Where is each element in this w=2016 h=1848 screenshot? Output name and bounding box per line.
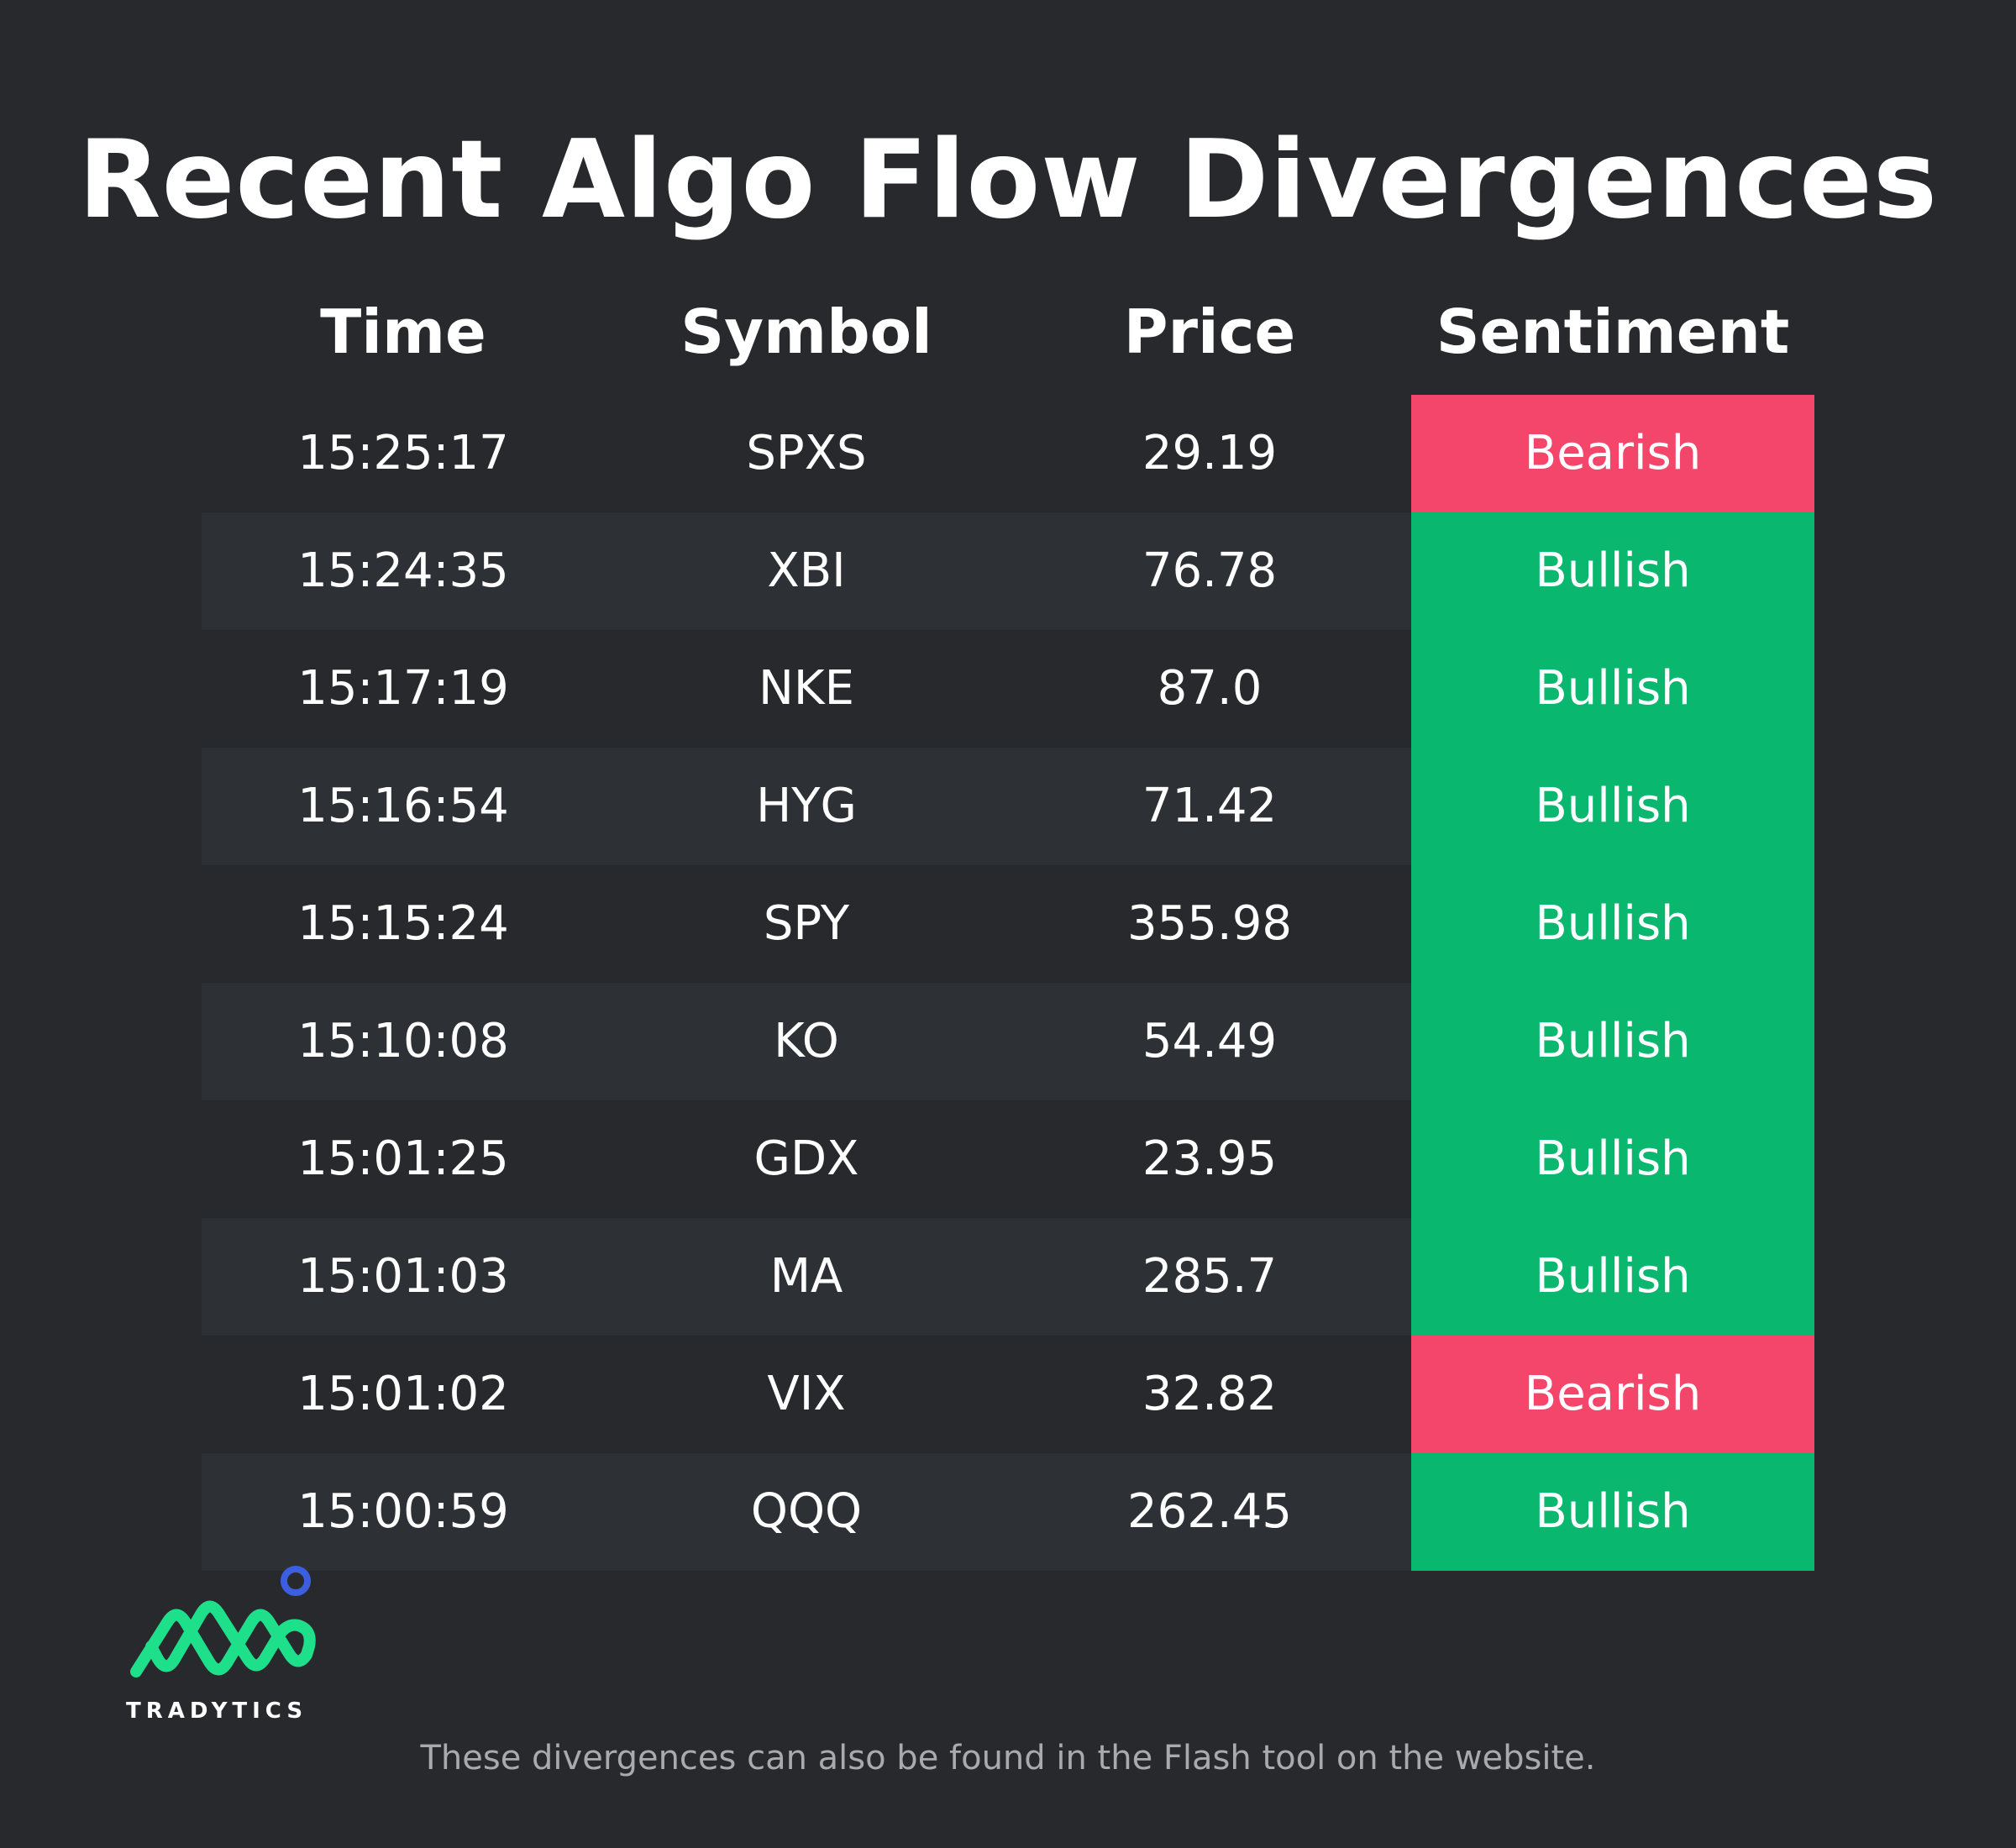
- price-cell: 32.82: [1142, 1367, 1278, 1421]
- sentiment-badge: Bullish: [1411, 1100, 1814, 1218]
- symbol-cell: NKE: [759, 661, 854, 716]
- time-cell: 15:00:59: [297, 1484, 509, 1539]
- symbol-cell: XBI: [767, 543, 846, 598]
- table-row: 15:01:03 MA 285.7 Bullish: [202, 1218, 1814, 1336]
- column-header-price: Price: [1123, 297, 1296, 367]
- price-cell: 87.0: [1157, 661, 1263, 716]
- sentiment-badge: Bearish: [1411, 1336, 1814, 1453]
- sentiment-badge: Bullish: [1411, 1218, 1814, 1336]
- table-row: 15:00:59 QQQ 262.45 Bullish: [202, 1453, 1814, 1571]
- column-header-symbol: Symbol: [680, 297, 932, 367]
- table-header: Time Symbol Price Sentiment: [202, 277, 1814, 395]
- footer-note: These divergences can also be found in t…: [420, 1739, 1596, 1777]
- price-cell: 285.7: [1142, 1249, 1278, 1304]
- time-cell: 15:17:19: [297, 661, 509, 716]
- sentiment-badge: Bullish: [1411, 983, 1814, 1100]
- table-row: 15:01:02 VIX 32.82 Bearish: [202, 1336, 1814, 1453]
- time-cell: 15:24:35: [297, 543, 509, 598]
- divergence-table: Time Symbol Price Sentiment 15:25:17 SPX…: [202, 277, 1814, 1571]
- time-cell: 15:10:08: [297, 1014, 509, 1068]
- price-cell: 76.78: [1142, 543, 1278, 598]
- symbol-cell: VIX: [767, 1367, 846, 1421]
- time-cell: 15:15:24: [297, 896, 509, 951]
- column-header-sentiment: Sentiment: [1436, 297, 1790, 367]
- price-cell: 29.19: [1142, 426, 1278, 480]
- symbol-cell: QQQ: [750, 1484, 863, 1539]
- logo-wave-shape: [130, 1600, 316, 1677]
- sentiment-badge: Bullish: [1411, 865, 1814, 983]
- symbol-cell: SPXS: [746, 426, 867, 480]
- time-cell: 15:16:54: [297, 779, 509, 833]
- table-row: 15:10:08 KO 54.49 Bullish: [202, 983, 1814, 1100]
- sentiment-badge: Bullish: [1411, 748, 1814, 865]
- price-cell: 71.42: [1142, 779, 1278, 833]
- time-cell: 15:25:17: [297, 426, 509, 480]
- column-header-time: Time: [320, 297, 486, 367]
- tradytics-logo-icon: [130, 1566, 316, 1677]
- price-cell: 54.49: [1142, 1014, 1278, 1068]
- table-row: 15:01:25 GDX 23.95 Bullish: [202, 1100, 1814, 1218]
- table-row: 15:24:35 XBI 76.78 Bullish: [202, 512, 1814, 630]
- sentiment-badge: Bearish: [1411, 395, 1814, 512]
- symbol-cell: MA: [769, 1249, 843, 1304]
- time-cell: 15:01:03: [297, 1249, 509, 1304]
- sentiment-badge: Bullish: [1411, 630, 1814, 748]
- table-row: 15:17:19 NKE 87.0 Bullish: [202, 630, 1814, 748]
- time-cell: 15:01:25: [297, 1131, 509, 1186]
- sentiment-badge: Bullish: [1411, 512, 1814, 630]
- table-row: 15:25:17 SPXS 29.19 Bearish: [202, 395, 1814, 512]
- symbol-cell: KO: [774, 1014, 839, 1068]
- symbol-cell: SPY: [763, 896, 850, 951]
- price-cell: 23.95: [1142, 1131, 1278, 1186]
- symbol-cell: GDX: [753, 1131, 859, 1186]
- price-cell: 355.98: [1127, 896, 1292, 951]
- page-title: Recent Algo Flow Divergences: [78, 118, 1938, 243]
- time-cell: 15:01:02: [297, 1367, 509, 1421]
- symbol-cell: HYG: [756, 779, 857, 833]
- price-cell: 262.45: [1127, 1484, 1292, 1539]
- table-row: 15:15:24 SPY 355.98 Bullish: [202, 865, 1814, 983]
- table-row: 15:16:54 HYG 71.42 Bullish: [202, 748, 1814, 865]
- logo-dot-icon: [281, 1566, 311, 1596]
- sentiment-badge: Bullish: [1411, 1453, 1814, 1571]
- logo-wordmark: TRADYTICS: [126, 1698, 308, 1724]
